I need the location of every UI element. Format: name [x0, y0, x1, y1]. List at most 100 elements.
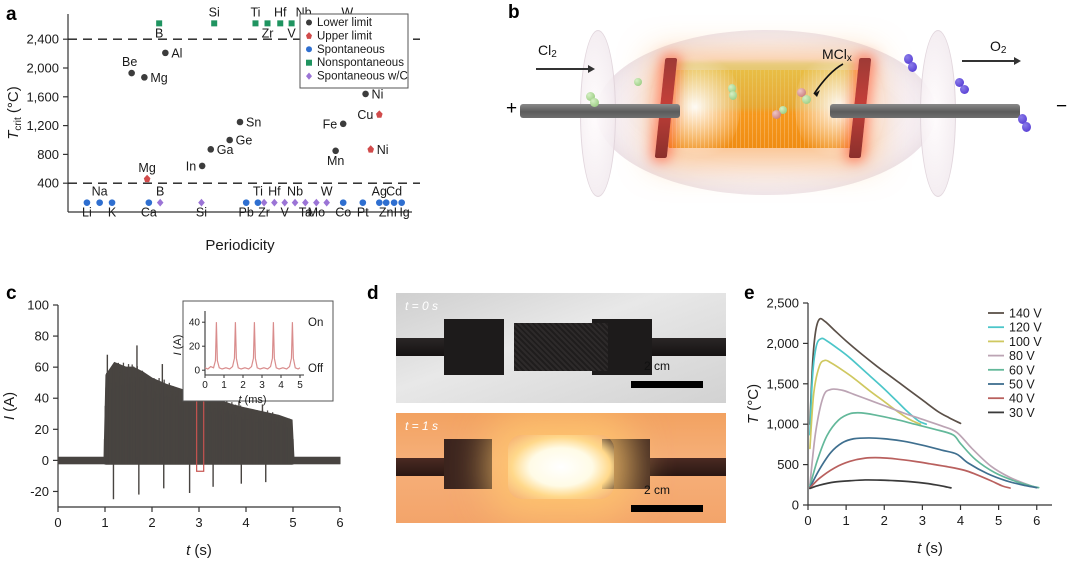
temperature-curve-40V — [809, 456, 1011, 489]
cl2-molecule — [634, 78, 642, 86]
datapoint-Nonspontaneous-Hf — [277, 20, 284, 27]
datapoint-Lower-limit-Mg — [141, 74, 148, 81]
cl2-inlet-arrowhead — [588, 65, 595, 73]
panel-e-plot: 0 500 1,000 1,500 2,000 2,500 0 1 2 3 4 5 6 T (°C) t (… — [745, 296, 1052, 557]
datapoint-Lower-limit-Ni — [362, 90, 369, 98]
datapoint-label-B: B — [155, 26, 163, 40]
scale-bar-off — [631, 381, 703, 388]
legend-label-1: 120 V — [1009, 321, 1042, 335]
datapoint-Nonspontaneous-Ti — [252, 20, 259, 27]
datapoint-Upper-limit-Mg — [143, 174, 151, 183]
x-tick-label: 0 — [804, 513, 811, 528]
datapoint-label-Si: Si — [209, 5, 220, 19]
panel-c-y-axis-title: I (A) — [1, 392, 18, 420]
inset-on-label: On — [308, 317, 323, 329]
datapoint-label-Ge: Ge — [236, 134, 253, 148]
o2-outlet-arrow — [962, 60, 1014, 62]
clamp-left-hot — [444, 439, 492, 489]
datapoint-label-Ga: Ga — [217, 143, 234, 157]
inset-y-tick-label: 20 — [189, 342, 201, 353]
inset-y-tick-label: 40 — [189, 318, 201, 329]
x-tick-label: 5 — [995, 513, 1002, 528]
inset-y-tick-label: 0 — [194, 366, 200, 377]
legend-label-4: 60 V — [1009, 363, 1035, 377]
incandescent-sample — [508, 435, 614, 499]
legend-marker-2 — [306, 46, 312, 53]
svg-text:I (A): I (A) — [1, 392, 18, 420]
y-tick-label: 1,600 — [26, 89, 59, 104]
datapoint-label-Cu: Cu — [357, 108, 373, 122]
datapoint-label-Ti: Ti — [253, 185, 263, 199]
datapoint-label-Mg: Mg — [150, 71, 167, 85]
datapoint-Spontaneous-Na — [96, 199, 103, 206]
datapoint-label-Zr: Zr — [258, 206, 270, 220]
legend-label-6: 40 V — [1009, 392, 1035, 406]
datapoint-label-Ag: Ag — [372, 185, 387, 199]
datapoint-label-Nb: Nb — [287, 185, 303, 199]
datapoint-Nonspontaneous-B — [156, 20, 163, 27]
panel-e-y-axis-title: T (°C) — [745, 384, 762, 424]
datapoint-label-Ta: Ta — [299, 206, 312, 220]
datapoint-Lower-limit-Mn — [332, 147, 339, 155]
o2-molecule — [904, 54, 913, 64]
inset-x-tick-label: 0 — [202, 380, 208, 391]
cl2-molecule — [590, 98, 599, 107]
datapoint-label-V: V — [281, 206, 290, 220]
datapoint-Spontaneous-w-C-Si — [198, 198, 205, 207]
inset-x-tick-label: 3 — [259, 380, 265, 391]
datapoint-Spontaneous-Cd — [390, 199, 398, 206]
legend-label-4: Spontaneous w/C — [317, 71, 408, 83]
panel-d: d t = 0 s 2 cm t = 1 s 2 cm — [363, 283, 738, 543]
datapoint-label-Cd: Cd — [386, 185, 402, 199]
legend-label-5: 50 V — [1009, 378, 1035, 392]
datapoint-label-V: V — [287, 26, 296, 40]
x-tick-label: 2 — [148, 515, 155, 530]
datapoint-label-B: B — [156, 185, 164, 199]
legend-label-2: Spontaneous — [317, 44, 385, 56]
o2-molecule — [1018, 114, 1027, 124]
svg-text:Tcrit (°C): Tcrit (°C) — [5, 86, 24, 140]
datapoint-Spontaneous-w-C-Zr — [260, 198, 268, 207]
temperature-curve-30V — [809, 479, 952, 490]
datapoint-Spontaneous-Ca — [145, 199, 153, 206]
datapoint-label-Pt: Pt — [357, 206, 369, 220]
x-tick-label: 1 — [843, 513, 850, 528]
datapoint-Lower-limit-Ge — [226, 136, 233, 144]
current-lead-right — [830, 104, 1020, 118]
baseline-noise-right — [293, 456, 340, 465]
datapoint-Spontaneous-w-C-V — [281, 198, 289, 207]
inset-x-tick-label: 4 — [278, 380, 284, 391]
legend-marker-4 — [306, 72, 312, 80]
datapoint-Nonspontaneous-Zr — [264, 20, 271, 27]
datapoint-label-W: W — [321, 185, 333, 199]
cl2-molecule — [586, 92, 595, 101]
panel-e-letter: e — [744, 283, 755, 304]
photo-sample-glowing: t = 1 s 2 cm — [396, 413, 726, 523]
datapoint-Spontaneous-Li — [83, 199, 91, 206]
datapoint-label-Li: Li — [82, 206, 92, 220]
temperature-curve-50V — [809, 437, 1038, 489]
panel-c-plot: -20 0 20 40 60 80 100 0 1 2 3 4 5 6 I (A) t (s) 0 20 40 0 1 2… — [1, 298, 344, 560]
y-tick-label: 1,200 — [26, 118, 59, 133]
inset-x-tick-label: 1 — [221, 380, 227, 391]
datapoint-Spontaneous-w-C-Mo — [313, 198, 320, 207]
datapoint-Spontaneous-Hg — [398, 199, 405, 206]
cable-right — [640, 338, 726, 356]
x-tick-label: 0 — [54, 515, 61, 530]
datapoint-Spontaneous-Zn — [382, 199, 390, 206]
panel-a-y-axis-title: Tcrit (°C) — [5, 86, 24, 140]
mclx-label: MClx — [822, 46, 852, 64]
y-tick-label: 400 — [37, 176, 59, 191]
datapoint-Spontaneous-Ag — [376, 199, 383, 206]
y-tick-label: -20 — [30, 484, 49, 499]
datapoint-Nonspontaneous-V — [288, 20, 295, 27]
x-tick-label: 5 — [289, 515, 296, 530]
datapoint-label-Hf: Hf — [274, 5, 287, 19]
x-tick-label: 1 — [101, 515, 108, 530]
panel-d-letter: d — [367, 283, 379, 304]
temperature-curve-100V — [809, 359, 922, 450]
panel-c: c -20 0 20 40 60 80 100 0 1 2 3 4 5 6 I (A) t (s) 0 20 40 0… — [0, 283, 360, 569]
x-tick-label: 6 — [336, 515, 343, 530]
datapoint-label-Hg: Hg — [394, 206, 410, 220]
temperature-curve-140V — [809, 317, 962, 426]
